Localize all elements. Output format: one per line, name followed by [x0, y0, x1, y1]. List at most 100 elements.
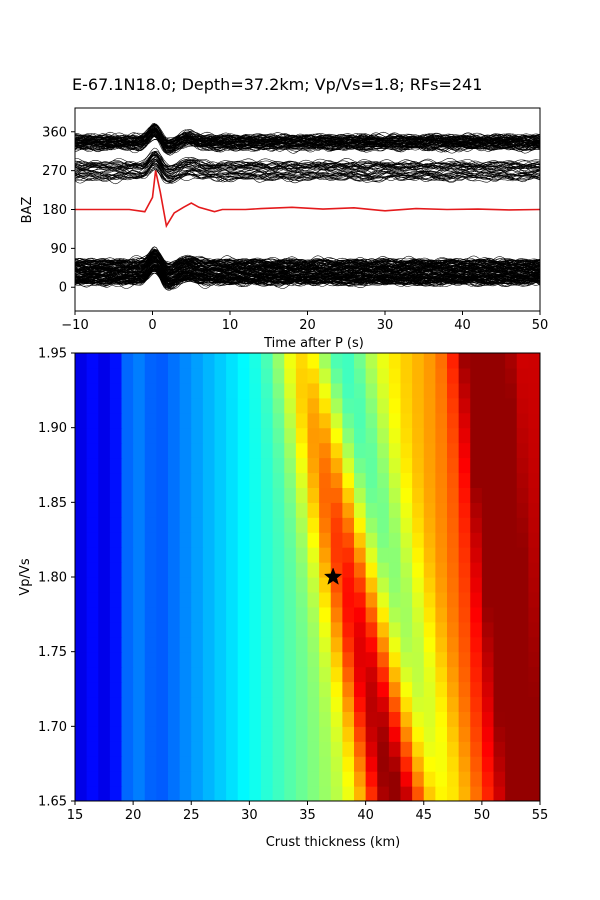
heatmap-cell — [435, 681, 448, 698]
heatmap-cell — [133, 577, 146, 593]
heatmap-cell — [226, 427, 239, 444]
heatmap-cell — [237, 457, 250, 474]
heatmap-cell — [388, 636, 402, 653]
rf-trace — [75, 257, 540, 271]
heatmap-cell — [168, 771, 181, 787]
heatmap-cell — [400, 651, 413, 668]
heatmap-cell — [365, 532, 378, 548]
heatmap-cell — [179, 666, 192, 683]
heatmap-cell — [342, 621, 355, 638]
heatmap-cell — [354, 517, 367, 533]
heatmap-cell — [447, 681, 460, 698]
heatmap-cell — [400, 487, 413, 503]
heatmap-cell — [528, 427, 540, 444]
heatmap-cell — [412, 442, 425, 459]
heatmap-cell — [447, 606, 460, 623]
heatmap-cell — [516, 741, 529, 757]
heatmap-cell — [377, 502, 390, 518]
heatmap-cell — [400, 741, 413, 757]
heatmap-cell — [226, 517, 239, 533]
heatmap-cell — [144, 591, 157, 608]
heatmap-cell — [237, 367, 250, 384]
heatmap-cell — [307, 472, 320, 488]
heatmap-cell — [342, 651, 355, 668]
y-tick-label: 1.90 — [38, 421, 67, 436]
heatmap-cell — [191, 517, 204, 533]
heatmap-cell — [191, 427, 204, 444]
heatmap-cell — [307, 681, 320, 698]
heatmap-cell — [400, 353, 413, 369]
heatmap-cell — [423, 562, 436, 578]
heatmap-cell — [493, 577, 506, 593]
heatmap-cell — [237, 382, 250, 399]
heatmap-cell — [354, 696, 367, 712]
heatmap-cell — [447, 442, 460, 459]
heatmap-cell — [75, 666, 88, 683]
heatmap-cell — [365, 412, 378, 429]
heatmap-cell — [144, 651, 157, 668]
heatmap-cell — [528, 457, 540, 474]
heatmap-cell — [261, 681, 274, 698]
heatmap-cell — [470, 353, 483, 369]
heatmap-cell — [447, 651, 460, 668]
heatmap-cell — [354, 786, 367, 801]
heatmap-cell — [109, 397, 123, 414]
heatmap-cell — [98, 532, 111, 548]
heatmap-cell — [226, 606, 239, 623]
heatmap-cell — [342, 502, 355, 518]
heatmap-cell — [516, 382, 529, 399]
heatmap-cell — [447, 786, 460, 801]
heatmap-cell — [377, 577, 390, 593]
heatmap-cell — [342, 397, 355, 414]
heatmap-cell — [458, 442, 471, 459]
heatmap-cell — [388, 711, 402, 727]
heatmap-cell — [435, 756, 448, 772]
heatmap-cell — [156, 382, 169, 399]
y-tick-label: 0 — [59, 281, 67, 296]
heatmap-cell — [400, 472, 413, 488]
heatmap-cell — [481, 771, 495, 787]
heatmap-cell — [226, 756, 239, 772]
heatmap-cell — [435, 487, 448, 503]
heatmap-cell — [86, 696, 99, 712]
heatmap-cell — [226, 502, 239, 518]
heatmap-cell — [202, 591, 216, 608]
heatmap-cell — [86, 562, 99, 578]
heatmap-cell — [330, 547, 343, 563]
heatmap-cell — [528, 771, 540, 787]
heatmap-cell — [261, 651, 274, 668]
heatmap-cell — [481, 621, 495, 638]
heatmap-cell — [354, 532, 367, 548]
heatmap-cell — [377, 591, 390, 608]
x-tick-label: 0 — [148, 318, 156, 333]
heatmap-cell — [156, 666, 169, 683]
heatmap-cell — [261, 397, 274, 414]
heatmap-cell — [237, 427, 250, 444]
rf-trace — [75, 168, 540, 182]
heatmap-cell — [86, 412, 99, 429]
heatmap-cell — [319, 636, 332, 653]
heatmap-cell — [109, 442, 123, 459]
heatmap-cell — [354, 353, 367, 369]
heatmap-cell — [133, 711, 146, 727]
heatmap-cell — [354, 711, 367, 727]
heatmap-cell — [133, 547, 146, 563]
heatmap-cell — [307, 651, 320, 668]
heatmap-cell — [168, 696, 181, 712]
heatmap-cell — [284, 367, 297, 384]
heatmap-cell — [435, 517, 448, 533]
heatmap-cell — [261, 711, 274, 727]
heatmap-cell — [493, 591, 506, 608]
heatmap-cell — [365, 651, 378, 668]
heatmap-cell — [447, 591, 460, 608]
heatmap-cell — [98, 562, 111, 578]
heatmap-cell — [470, 771, 483, 787]
heatmap-cell — [307, 726, 320, 742]
heatmap-cell — [447, 621, 460, 638]
receiver-function-panel: −10 0 10 20 30 40 50 0 90 180 270 360 Time after P… — [20, 107, 548, 351]
heatmap-cell — [342, 472, 355, 488]
heatmap-cell — [458, 562, 471, 578]
heatmap-cell — [516, 591, 529, 608]
heatmap-cell — [493, 726, 506, 742]
heatmap-cell — [435, 547, 448, 563]
